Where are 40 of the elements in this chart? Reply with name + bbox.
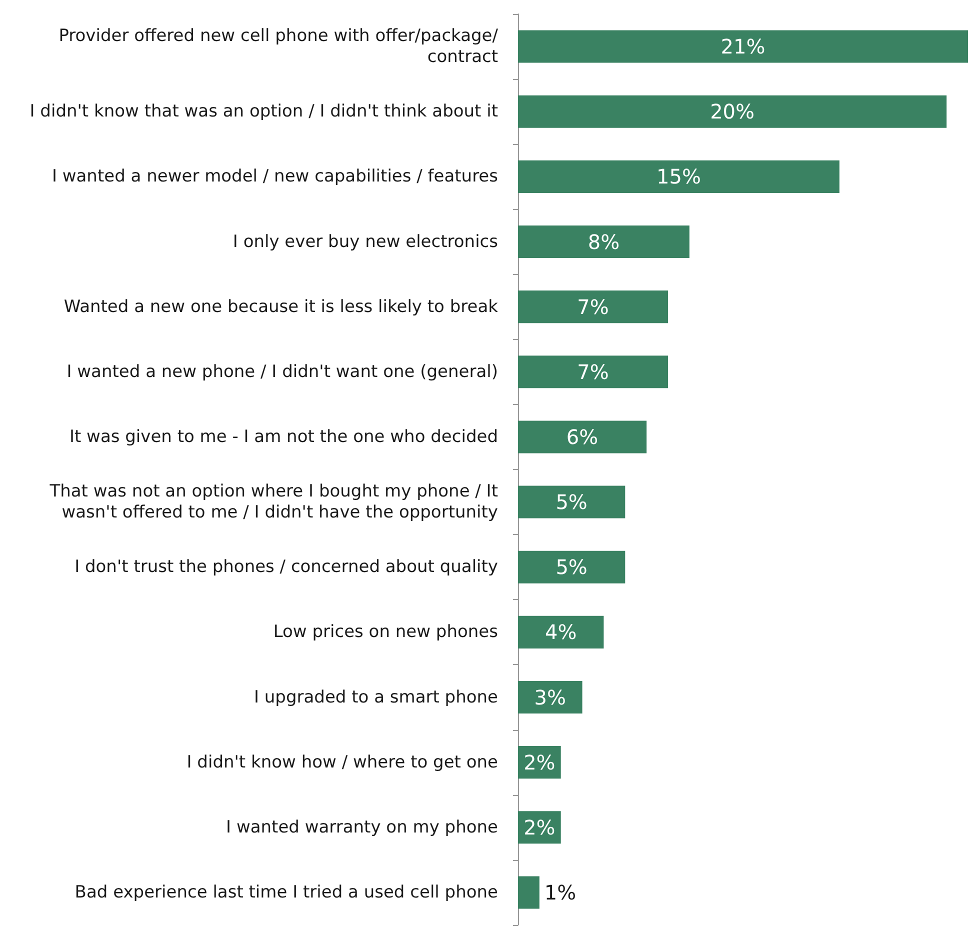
bar — [518, 95, 947, 128]
y-tick-label: Provider offered new cell phone with offer/package/ contract — [58, 26, 498, 68]
bar — [518, 680, 582, 714]
data-label: 2% — [524, 815, 556, 840]
y-tick-label: It was given to me - I am not the one who decided — [69, 426, 498, 447]
bar — [518, 225, 690, 258]
data-label: 15% — [656, 164, 701, 189]
data-label: 5% — [556, 490, 588, 514]
data-label: 8% — [588, 230, 620, 254]
bar — [518, 616, 604, 648]
data-label: 2% — [524, 750, 556, 774]
bar — [518, 876, 540, 909]
y-tick-label: That was not an option where I bought my phone / It wasn't offered to me / I didn't have the opportunity — [48, 482, 498, 523]
data-label: 3% — [534, 685, 566, 710]
y-tick-label: I don't trust the phones / concerned about quality — [74, 557, 498, 578]
data-label: 4% — [544, 620, 577, 644]
bar — [518, 420, 647, 454]
bar — [518, 30, 968, 63]
y-tick-label: I wanted a new phone / I didn't want one (general) — [66, 362, 498, 382]
data-label: 21% — [720, 34, 766, 59]
data-label: 7% — [577, 360, 609, 384]
y-tick-label: Bad experience last time I tried a used cell phone — [74, 882, 498, 902]
data-label: 20% — [710, 100, 755, 124]
y-tick-label: I didn't know how / where to get one — [186, 752, 498, 772]
y-tick-label: Low prices on new phones — [273, 622, 498, 642]
data-label: 1% — [544, 880, 576, 904]
y-tick-label: I only ever buy new electronics — [232, 232, 498, 252]
data-label: 5% — [556, 555, 588, 580]
bar — [518, 160, 840, 193]
y-tick-label: I wanted warranty on my phone — [226, 817, 498, 838]
bar — [518, 550, 626, 584]
y-tick-label: Wanted a new one because it is less likely to break — [64, 296, 498, 317]
y-tick-label: I upgraded to a smart phone — [254, 687, 498, 708]
bar — [518, 486, 626, 518]
data-label: 6% — [566, 424, 598, 449]
bar — [518, 290, 668, 324]
y-tick-label: I wanted a newer model / new capabilities / features — [52, 166, 498, 187]
data-label: 7% — [577, 294, 609, 319]
bar — [518, 356, 668, 388]
y-tick-label: I didn't know that was an option / I didn't think about it — [30, 102, 498, 122]
